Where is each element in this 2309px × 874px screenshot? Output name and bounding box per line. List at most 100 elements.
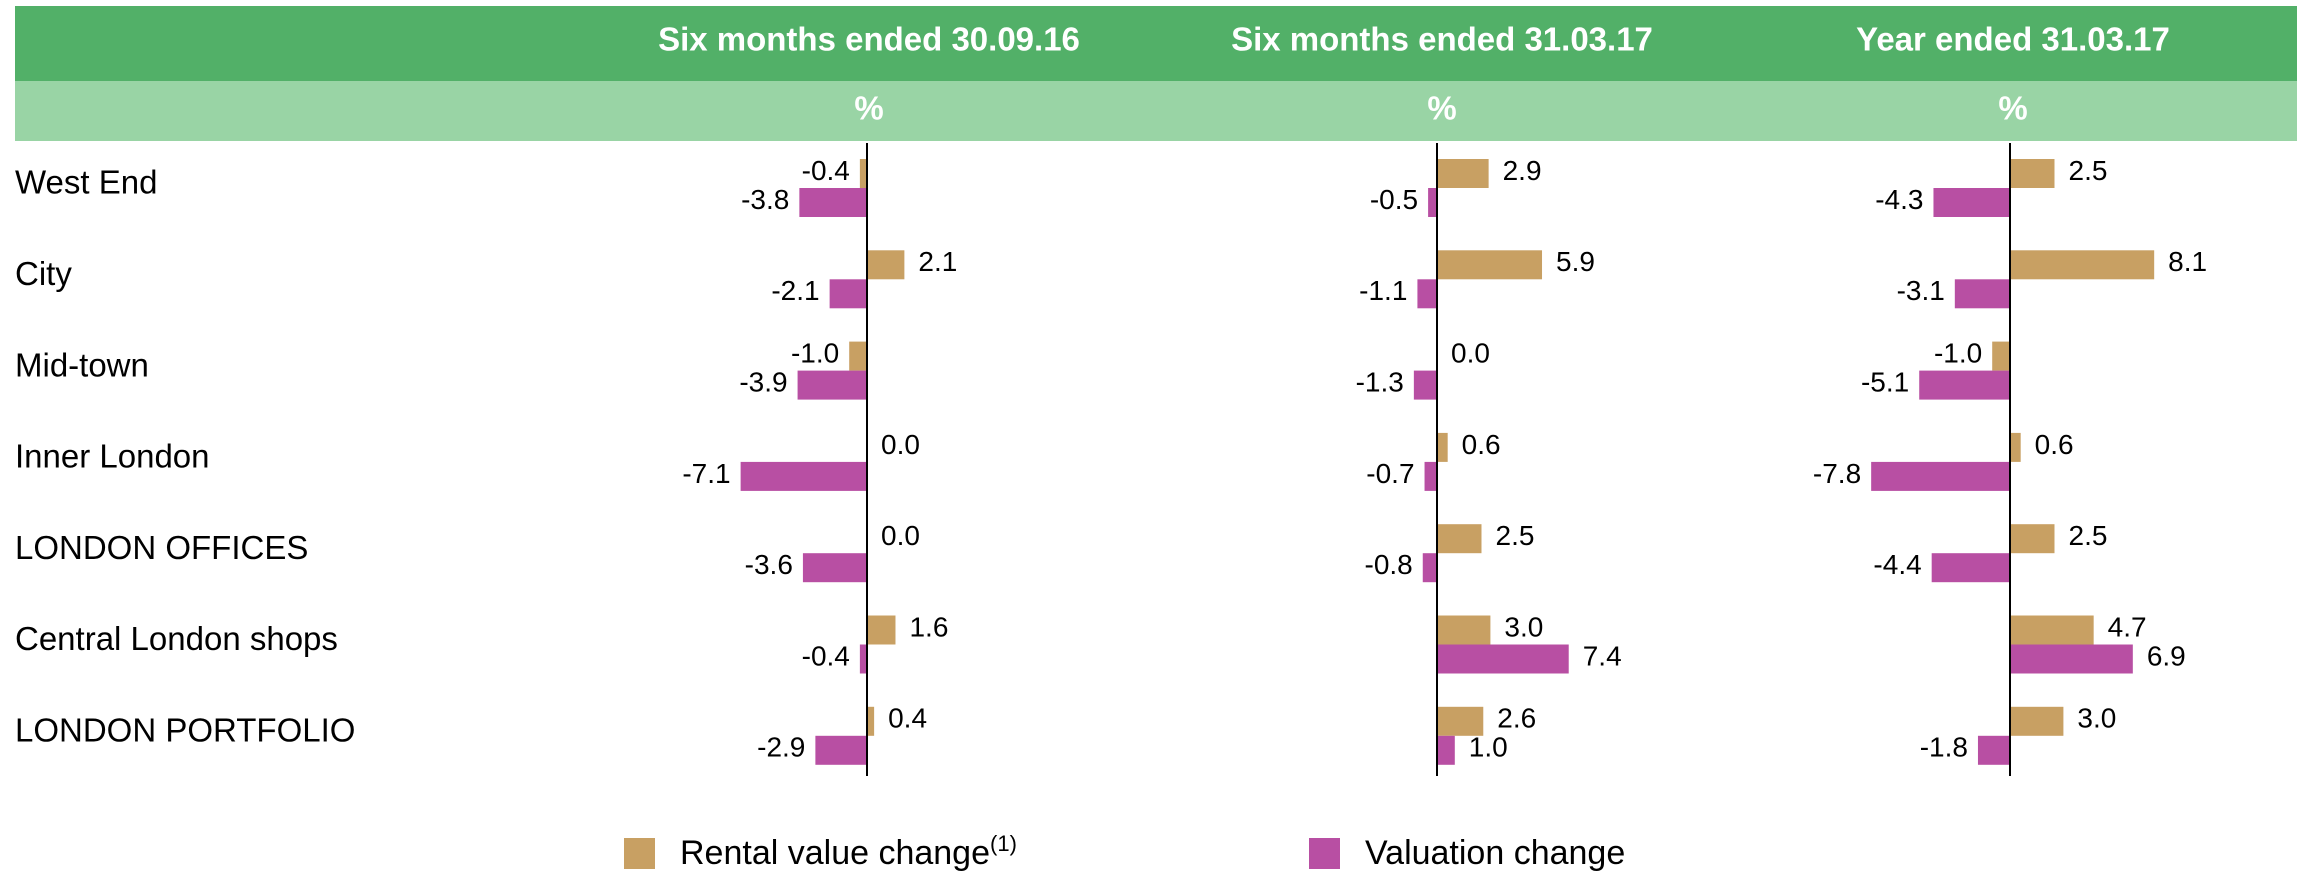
value-label: -7.8 — [1813, 458, 1861, 489]
row-label: West End — [15, 164, 157, 201]
bar — [1437, 432, 1448, 462]
bar — [1933, 188, 2010, 217]
value-label: 2.9 — [1503, 155, 1542, 186]
column-title: Six months ended 31.03.17 — [1231, 21, 1653, 58]
bar — [849, 341, 867, 371]
value-label: 0.6 — [2035, 429, 2074, 460]
bar — [2010, 250, 2155, 280]
row-label: Mid-town — [15, 346, 149, 383]
bar — [1417, 279, 1437, 309]
value-label: 6.9 — [2147, 640, 2186, 671]
legend-label: Valuation change — [1365, 834, 1625, 872]
bar — [2010, 159, 2055, 188]
value-label: 3.0 — [2077, 703, 2116, 734]
bar — [1413, 370, 1437, 400]
bar — [1977, 735, 2010, 765]
bar — [867, 706, 875, 736]
column-title: Year ended 31.03.17 — [1856, 21, 2170, 58]
value-label: 5.9 — [1556, 246, 1595, 277]
value-label: -0.4 — [802, 155, 850, 186]
row-label: Central London shops — [15, 620, 338, 657]
bar — [1437, 524, 1482, 554]
value-label: 2.5 — [1496, 520, 1535, 551]
legend-note: (1) — [990, 831, 1017, 856]
bar — [1871, 461, 2010, 491]
value-label: -3.8 — [741, 184, 789, 215]
bar — [1428, 188, 1437, 217]
column-unit: % — [1998, 90, 2027, 127]
bar — [859, 159, 867, 188]
value-label: 2.6 — [1497, 703, 1536, 734]
value-label: -1.1 — [1359, 275, 1407, 306]
header-band — [15, 6, 2297, 81]
bar — [740, 461, 867, 491]
value-label: 0.0 — [881, 429, 920, 460]
row-label: Inner London — [15, 438, 210, 475]
value-label: 0.0 — [881, 520, 920, 551]
row-label: City — [15, 255, 72, 292]
bar — [1954, 279, 2010, 309]
value-label: 0.4 — [888, 703, 927, 734]
value-label: -1.0 — [1934, 337, 1982, 368]
bar — [867, 250, 905, 280]
bar — [2010, 644, 2133, 674]
value-label: 2.5 — [2069, 155, 2108, 186]
bar — [2010, 524, 2055, 554]
legend-name: Valuation change — [1365, 834, 1625, 872]
value-label: -7.1 — [682, 458, 730, 489]
value-label: -4.4 — [1873, 549, 1921, 580]
value-label: -0.5 — [1370, 184, 1418, 215]
bar — [1437, 250, 1543, 280]
legend-swatch — [624, 838, 655, 869]
bar — [1437, 615, 1491, 645]
value-label: 0.6 — [1462, 429, 1501, 460]
legend-swatch — [1309, 838, 1340, 869]
value-label: -0.4 — [802, 640, 850, 671]
value-label: -5.1 — [1861, 366, 1909, 397]
bar — [1919, 370, 2010, 400]
value-label: -2.9 — [757, 732, 805, 763]
legend-name: Rental value change — [680, 834, 990, 872]
bar — [2010, 432, 2021, 462]
value-label: -0.8 — [1365, 549, 1413, 580]
value-label: -3.9 — [739, 366, 787, 397]
bar — [815, 735, 867, 765]
row-label: LONDON PORTFOLIO — [15, 712, 355, 749]
bar — [829, 279, 867, 309]
bar — [1437, 706, 1484, 736]
value-label: -0.7 — [1366, 458, 1414, 489]
value-label: 2.5 — [2069, 520, 2108, 551]
column-unit: % — [1427, 90, 1456, 127]
value-label: 4.7 — [2108, 611, 2147, 642]
bar — [2010, 615, 2094, 645]
unit-band — [15, 81, 2297, 141]
bar — [799, 188, 867, 217]
value-label: -1.3 — [1356, 366, 1404, 397]
bar — [1437, 644, 1569, 674]
bar — [1424, 461, 1437, 491]
value-label: 1.0 — [1469, 732, 1508, 763]
legend-label: Rental value change(1) — [680, 831, 1017, 872]
column-unit: % — [854, 90, 883, 127]
value-label: 7.4 — [1583, 640, 1622, 671]
bar — [859, 644, 867, 674]
bar — [797, 370, 867, 400]
value-label: 8.1 — [2168, 246, 2207, 277]
value-label: 1.6 — [909, 611, 948, 642]
bar — [867, 615, 896, 645]
bar — [1931, 553, 2010, 583]
value-label: 0.0 — [1451, 337, 1490, 368]
value-label: -3.6 — [745, 549, 793, 580]
value-label: -4.3 — [1875, 184, 1923, 215]
bar — [2010, 706, 2064, 736]
bar — [1992, 341, 2010, 371]
row-label: LONDON OFFICES — [15, 529, 308, 566]
column-title: Six months ended 30.09.16 — [658, 21, 1080, 58]
value-label: -1.8 — [1920, 732, 1968, 763]
bar — [1422, 553, 1437, 583]
bar — [802, 553, 867, 583]
value-label: -1.0 — [791, 337, 839, 368]
value-label: -3.1 — [1897, 275, 1945, 306]
bar — [1437, 159, 1489, 188]
